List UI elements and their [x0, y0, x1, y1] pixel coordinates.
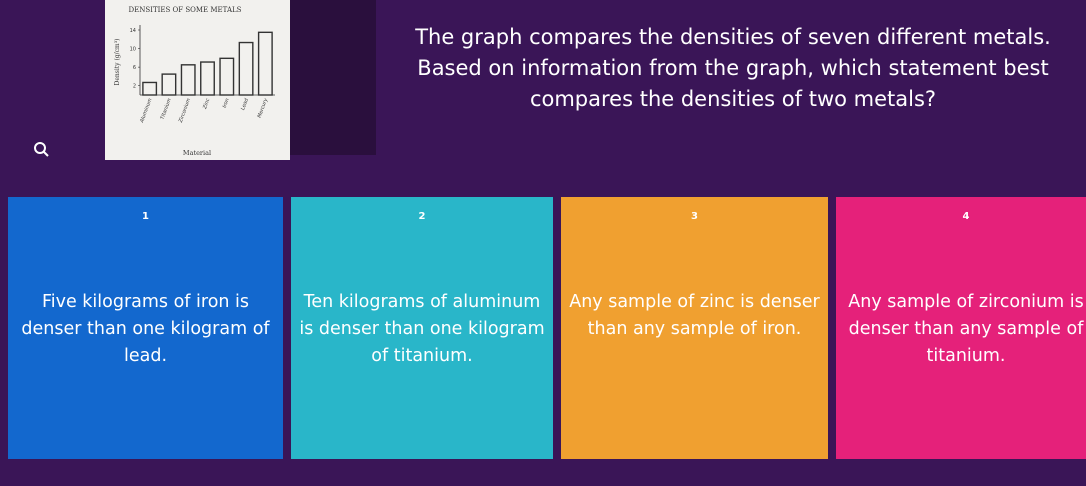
- y-axis-label: Density (g/cm³): [114, 39, 121, 86]
- y-tick-label: 10: [130, 47, 136, 53]
- answer-text: Five kilograms of iron is denser than on…: [21, 292, 270, 366]
- answer-card[interactable]: 2 Ten kilograms of aluminum is denser tha…: [291, 197, 553, 459]
- zoom-icon[interactable]: [33, 141, 49, 157]
- answer-text: Any sample of zirconium is denser than a…: [848, 292, 1084, 366]
- y-tick-label: 2: [133, 84, 136, 90]
- question-line: Based on information from the graph, whi…: [417, 56, 1049, 80]
- question: The graph compares the densities of seve…: [380, 22, 1086, 115]
- x-tick-label: Lead: [240, 97, 250, 111]
- bar: [257, 31, 273, 96]
- y-tick-label: 14: [130, 28, 136, 34]
- dark-panel: [290, 0, 376, 155]
- question-line: compares the densities of two metals?: [529, 87, 937, 111]
- answer-text: Ten kilograms of aluminum is denser than…: [299, 292, 545, 366]
- answer-card[interactable]: 4 Any sample of zirconium is denser than …: [836, 197, 1086, 459]
- answer-text: Any sample of zinc is denser than any sa…: [569, 292, 820, 339]
- bar: [180, 64, 196, 96]
- x-axis-label: Material: [183, 149, 211, 157]
- bar: [238, 41, 254, 96]
- chart-title: DENSITIES OF SOME METALS: [129, 6, 242, 14]
- answer-number: 2: [418, 211, 426, 222]
- question-line: The graph compares the densities of seve…: [415, 25, 1051, 49]
- answer-number: 3: [691, 211, 698, 222]
- x-tick-label: Iron: [222, 98, 231, 109]
- image-bg: [105, 0, 290, 160]
- bar: [161, 73, 177, 96]
- answer-number: 1: [142, 211, 149, 222]
- bar: [142, 81, 158, 96]
- bar: [200, 61, 215, 96]
- answer-card[interactable]: 1 Five kilograms of iron is denser than o…: [8, 197, 283, 459]
- bar: [219, 57, 235, 96]
- answer-number: 4: [962, 211, 970, 222]
- x-tick-label: Zinc: [202, 97, 212, 110]
- y-tick-label: 6: [133, 65, 136, 71]
- answer-card[interactable]: 3 Any sample of zinc is denser than any s…: [561, 197, 828, 459]
- chart-image: DENSITIES OF SOME METALS Density (g/cm³)…: [105, 0, 290, 160]
